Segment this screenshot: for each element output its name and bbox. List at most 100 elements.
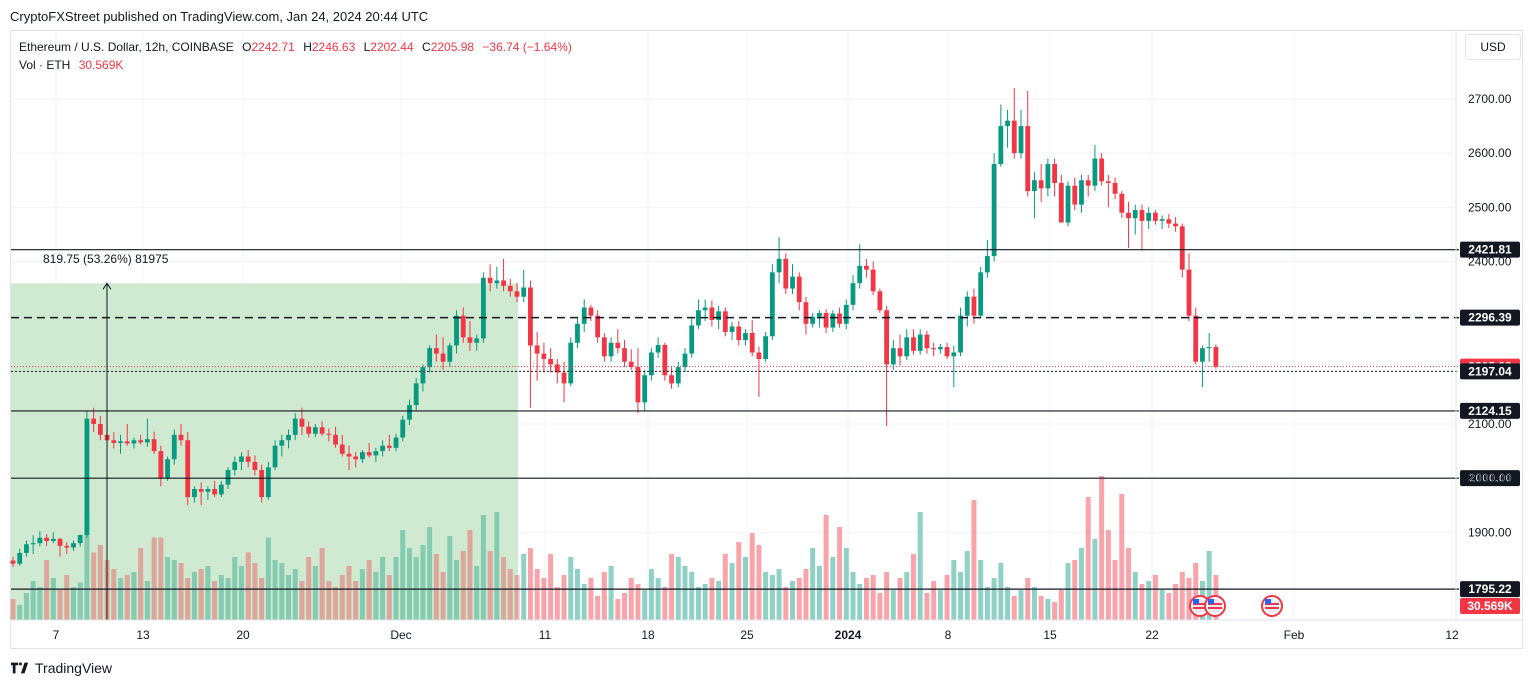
- volume-bar: [474, 566, 480, 620]
- level-label-bg: [1460, 309, 1520, 326]
- candle-body: [870, 269, 876, 292]
- candle-body: [185, 440, 191, 498]
- volume-bar: [1078, 548, 1084, 620]
- candle-body: [1193, 315, 1199, 362]
- measure-arrow-head: [102, 282, 112, 290]
- volume-bar: [769, 575, 775, 620]
- candle-body: [1032, 180, 1037, 192]
- y-tick-label: 2100.00: [1468, 417, 1512, 431]
- candle-body: [259, 470, 265, 498]
- candle-body: [71, 543, 76, 548]
- candle-body: [292, 418, 298, 435]
- x-tick-label: 15: [1043, 628, 1057, 642]
- candle-body: [1200, 348, 1205, 362]
- volume-bar: [837, 527, 843, 620]
- volume-bar: [709, 578, 715, 620]
- candle-body: [884, 310, 889, 365]
- volume-bar: [776, 569, 782, 620]
- candle-body: [118, 441, 123, 443]
- volume-bar: [319, 548, 325, 620]
- currency-button[interactable]: USD: [1465, 34, 1521, 60]
- volume-bar: [447, 536, 453, 620]
- volume-bar: [951, 560, 957, 620]
- volume-bar: [1025, 578, 1031, 620]
- candle-body: [17, 552, 23, 564]
- footer-brand-label: TradingView: [35, 660, 113, 676]
- volume-bar: [406, 548, 412, 620]
- volume-bar: [729, 563, 735, 620]
- candles: [10, 88, 1219, 567]
- candle-body: [165, 459, 170, 479]
- volume-bar: [1045, 599, 1051, 620]
- candle-body: [91, 418, 97, 424]
- volume-bar: [23, 593, 29, 620]
- candle-body: [1119, 193, 1125, 213]
- volume-bar: [118, 578, 124, 620]
- candle-body: [890, 348, 896, 365]
- volume-bar: [1011, 596, 1017, 620]
- volume-bar: [185, 578, 191, 620]
- candle-body: [30, 543, 36, 545]
- candle-body: [1112, 182, 1118, 194]
- volume-bar: [863, 578, 869, 620]
- candle-body: [225, 470, 231, 485]
- volume-bar: [810, 548, 816, 620]
- volume-axis-label: 30.569K: [1467, 599, 1513, 613]
- us-event-icon[interactable]: [1189, 595, 1211, 617]
- candle-body: [346, 453, 352, 457]
- volume-bar: [1159, 590, 1165, 620]
- volume-bar: [44, 560, 50, 620]
- volume-bar: [937, 590, 943, 620]
- candle-body: [306, 426, 312, 434]
- volume-bar: [816, 566, 822, 620]
- volume-bar: [1132, 572, 1138, 620]
- x-tick-label: 18: [641, 628, 655, 642]
- candle-body: [64, 545, 70, 548]
- volume-bar: [984, 587, 990, 620]
- volume-bar: [628, 578, 634, 620]
- x-tick-label: 25: [740, 628, 754, 642]
- candle-body: [467, 337, 473, 343]
- candle-body: [991, 164, 997, 257]
- us-event-icon[interactable]: [1261, 595, 1283, 617]
- volume-bar: [1052, 602, 1058, 620]
- candle-body: [689, 325, 695, 354]
- candle-body: [729, 326, 735, 332]
- volume-bar: [1166, 593, 1172, 620]
- us-event-icon[interactable]: [1204, 595, 1226, 617]
- volume-bar: [877, 593, 883, 620]
- candle-body: [917, 334, 923, 351]
- candle-body: [608, 342, 614, 357]
- symbol-title: Ethereum / U.S. Dollar, 12h, COINBASE: [19, 40, 234, 54]
- axes: 1900.00 2000.00 2100.00 2400.00 2500.00 2600.…: [11, 31, 1523, 642]
- volume-bar: [178, 563, 184, 620]
- close-value: 2205.98: [430, 40, 475, 54]
- candle-body: [1132, 210, 1138, 219]
- candle-body: [1025, 126, 1031, 192]
- candle-body: [864, 265, 869, 270]
- candle-body: [642, 375, 648, 403]
- candle-body: [420, 367, 426, 384]
- candle-body: [1065, 185, 1071, 223]
- economic-events: [1189, 595, 1283, 617]
- candle-body: [857, 265, 863, 284]
- candle-body: [97, 424, 103, 435]
- volume-bar: [1112, 560, 1118, 620]
- volume-bar: [77, 582, 83, 620]
- volume-bar: [796, 578, 802, 620]
- candle-body: [810, 316, 816, 324]
- candle-body: [803, 302, 809, 324]
- candle-body: [958, 315, 963, 353]
- candle-body: [635, 367, 641, 403]
- volume-bar: [333, 587, 339, 620]
- change-value: −36.74 (−1.64%): [482, 40, 572, 54]
- candle-body: [198, 489, 204, 492]
- volume-bar: [622, 593, 628, 620]
- candle-body: [763, 336, 769, 359]
- volume-bar: [1065, 563, 1071, 620]
- volume-bar: [1058, 590, 1064, 620]
- footer-brand[interactable]: TradingView: [11, 660, 112, 676]
- candle-body: [971, 296, 977, 316]
- candle-body: [77, 535, 83, 544]
